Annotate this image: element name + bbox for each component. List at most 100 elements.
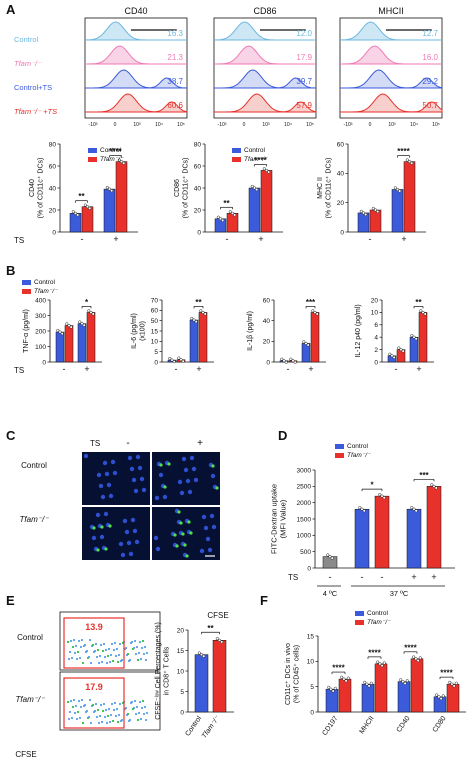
row-label-tfam: Tfam⁻/⁻ xyxy=(16,695,46,704)
legend-swatch-tfam xyxy=(22,289,31,294)
data-point xyxy=(105,185,109,190)
bar xyxy=(338,678,352,713)
data-point xyxy=(88,206,92,210)
data-point xyxy=(359,209,363,213)
flow-event xyxy=(80,638,84,642)
panel-letter-B: B xyxy=(6,263,15,278)
flow-event xyxy=(106,654,110,658)
data-point xyxy=(367,684,371,688)
flow-event xyxy=(68,650,72,654)
dextran-spot xyxy=(181,532,185,536)
data-point xyxy=(264,168,269,172)
y-axis-label: IL-12 p40 (pg/ml) xyxy=(355,304,362,357)
flow-event xyxy=(104,648,108,652)
row-label-control-ts: Control+TS xyxy=(14,83,52,92)
x-category-label: CD80 xyxy=(432,715,448,734)
x-tick-label: 10⁴ xyxy=(410,122,418,128)
flow-event xyxy=(126,712,130,716)
flow-event xyxy=(95,655,99,659)
ts-sign: - xyxy=(226,234,229,244)
data-point xyxy=(392,355,396,359)
gate-percentage: 57.9 xyxy=(296,101,312,110)
nucleus-spot xyxy=(211,524,217,530)
significance-stars: **** xyxy=(332,664,345,673)
nucleus-spot xyxy=(103,511,109,517)
data-point xyxy=(85,205,90,209)
panel-letter-E: E xyxy=(6,593,15,608)
nucleus-spot xyxy=(139,476,145,482)
gate-percentage: 39.7 xyxy=(296,77,312,86)
data-point xyxy=(382,496,386,500)
flow-event xyxy=(143,645,147,649)
data-point xyxy=(87,309,91,313)
data-point xyxy=(364,212,368,217)
data-point xyxy=(329,687,333,691)
y-tick-label: 60 xyxy=(194,163,202,170)
flow-event xyxy=(145,651,149,655)
legend-swatch-control xyxy=(22,280,31,285)
data-point xyxy=(414,509,418,513)
chart-title: CFSE xyxy=(207,611,228,620)
dextran-spot xyxy=(167,462,171,466)
row-label-control: Control xyxy=(17,633,43,642)
nucleus-spot xyxy=(120,552,126,558)
flow-event xyxy=(141,699,145,703)
data-point xyxy=(365,682,369,686)
dextran-spot xyxy=(92,526,96,530)
y-tick-label: 1500 xyxy=(297,516,312,523)
nucleus-spot xyxy=(135,454,141,460)
data-point xyxy=(432,484,436,488)
data-point xyxy=(177,356,181,360)
flow-event xyxy=(133,699,137,703)
gate-percentage: 17.9 xyxy=(85,682,103,692)
significance-stars: **** xyxy=(440,669,453,678)
y-tick-label: 20 xyxy=(177,627,185,634)
y-tick-label: 2500 xyxy=(297,484,312,491)
dextran-spot xyxy=(189,531,193,535)
nucleus-spot xyxy=(126,540,132,546)
flow-event xyxy=(135,645,139,649)
label-line: (% of CD11c⁺ DCs) xyxy=(182,158,189,219)
data-point xyxy=(76,213,80,217)
data-point xyxy=(313,310,317,314)
data-point xyxy=(454,681,458,685)
flow-event xyxy=(87,655,91,659)
significance-stars: ** xyxy=(207,624,214,633)
legend-label-tfam: Tfam⁻/⁻ xyxy=(347,452,371,459)
ts-sign: + xyxy=(196,364,201,374)
bar xyxy=(226,213,239,233)
flow-event xyxy=(138,700,142,704)
label-line: (% of CD11c⁺ DCs) xyxy=(325,158,332,219)
data-point xyxy=(346,676,350,680)
y-tick-label: 60 xyxy=(151,308,159,315)
bar xyxy=(418,312,428,363)
bar xyxy=(374,495,390,569)
histogram-curve xyxy=(340,93,443,113)
y-axis-label: IL-1β (pg/ml) xyxy=(247,311,254,351)
nucleus-spot xyxy=(108,493,114,499)
data-point xyxy=(326,553,330,557)
data-point xyxy=(378,492,382,497)
y-axis-label: IL-6 (pg/ml) (x100) xyxy=(131,313,147,349)
ts-sign: + xyxy=(258,234,263,244)
y-axis-label: CD86 (% of CD11c⁺ DCs) xyxy=(174,158,190,219)
flow-event xyxy=(103,655,107,659)
x-tick-label: 10⁵ xyxy=(432,122,440,128)
flow-event xyxy=(124,646,128,650)
legend-label-tfam: Tfam⁻/⁻ xyxy=(367,619,391,626)
data-point xyxy=(91,312,95,316)
y-tick-label: 3000 xyxy=(297,467,312,474)
microscopy-image xyxy=(152,452,220,505)
histogram-frame xyxy=(339,17,443,119)
legend-label-control: Control xyxy=(244,147,266,154)
flow-event xyxy=(85,709,89,713)
data-point xyxy=(119,160,124,164)
flow-event xyxy=(144,658,148,662)
y-tick-label: 50 xyxy=(151,318,159,325)
ts-label: TS xyxy=(14,236,24,245)
histogram-frame xyxy=(84,17,188,119)
y-tick-label: 1000 xyxy=(297,533,312,540)
x-tick-label: 10³ xyxy=(133,122,141,128)
panel-letter-D: D xyxy=(278,428,287,443)
nucleus-spot xyxy=(153,535,159,541)
